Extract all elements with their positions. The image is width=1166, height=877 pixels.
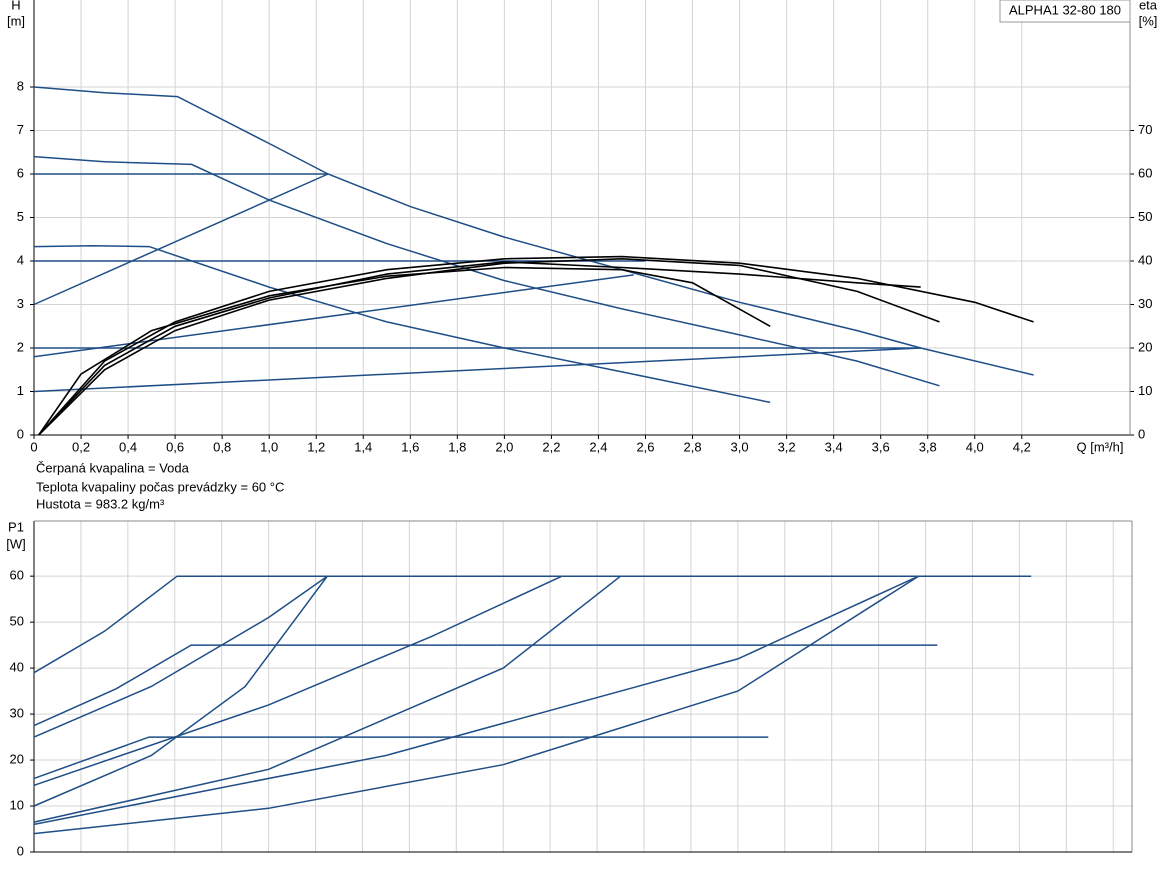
x-tick-label: 4,0 xyxy=(966,439,984,454)
y-tick-label: 30 xyxy=(10,706,24,721)
y-tick-label: 2 xyxy=(17,339,24,354)
title-box xyxy=(999,0,1131,23)
y2-tick-label: 40 xyxy=(1138,252,1152,267)
x-tick-label: 2,6 xyxy=(636,439,654,454)
y-tick-label: 4 xyxy=(17,252,24,267)
y2-tick-label: 0 xyxy=(1138,426,1145,441)
curve xyxy=(33,575,1032,674)
curve xyxy=(33,575,919,835)
annotation: Hustota = 983.2 kg/m³ xyxy=(36,496,165,511)
y-tick-label: 5 xyxy=(17,209,24,224)
y-tick-label: 6 xyxy=(17,165,24,180)
y-tick-label: 40 xyxy=(10,660,24,675)
y2-tick-label: 70 xyxy=(1138,122,1152,137)
curve xyxy=(33,575,328,807)
y-tick-label: 20 xyxy=(10,751,24,766)
x-tick-label: 3,0 xyxy=(731,439,749,454)
curve xyxy=(33,245,771,404)
y-tick-label: 60 xyxy=(10,568,24,583)
x-tick-label: 0,2 xyxy=(72,439,90,454)
annotation: Teplota kvapaliny počas prevádzky = 60 °… xyxy=(36,479,284,494)
y2-tick-label: 60 xyxy=(1138,165,1152,180)
x-tick-label: 1,4 xyxy=(354,439,372,454)
y-tick-label: 8 xyxy=(17,78,24,93)
chart-title: ALPHA1 32-80 180 xyxy=(1009,2,1121,17)
y-label: H xyxy=(11,0,20,12)
curve xyxy=(33,736,769,780)
y-unit: [m] xyxy=(7,13,25,28)
y-tick-label: 10 xyxy=(10,797,24,812)
x-tick-label: 0,6 xyxy=(166,439,184,454)
x-tick-label: 3,6 xyxy=(872,439,890,454)
y-tick-label: 3 xyxy=(17,296,24,311)
x-tick-label: 2,2 xyxy=(542,439,560,454)
y-unit: [W] xyxy=(6,536,26,551)
curve xyxy=(33,575,563,787)
y-tick-label: 1 xyxy=(17,383,24,398)
curve xyxy=(33,644,938,727)
x-tick-label: 0 xyxy=(30,439,37,454)
y-tick-label: 0 xyxy=(17,843,24,858)
curve xyxy=(33,575,919,826)
x-tick-label: 3,4 xyxy=(825,439,843,454)
curve xyxy=(33,86,1034,376)
x-tick-label: 3,2 xyxy=(778,439,796,454)
x-tick-label: 0,4 xyxy=(119,439,137,454)
curve xyxy=(38,257,940,436)
y2-tick-label: 20 xyxy=(1138,339,1152,354)
y-tick-label: 0 xyxy=(17,426,24,441)
y2-tick-label: 10 xyxy=(1138,383,1152,398)
x-tick-label: 0,8 xyxy=(213,439,231,454)
curve xyxy=(33,575,621,823)
y2-label: eta xyxy=(1139,0,1158,12)
curve xyxy=(33,347,921,393)
curve xyxy=(33,173,329,306)
x-tick-label: 3,8 xyxy=(919,439,937,454)
y2-unit: [%] xyxy=(1139,13,1158,28)
y-tick-label: 50 xyxy=(10,614,24,629)
x-tick-label: 4,2 xyxy=(1013,439,1031,454)
x-tick-label: 1,8 xyxy=(448,439,466,454)
y-tick-label: 7 xyxy=(17,122,24,137)
y2-tick-label: 30 xyxy=(1138,296,1152,311)
x-tick-label: 1,2 xyxy=(307,439,325,454)
x-tick-label: 1,0 xyxy=(260,439,278,454)
y-label: P1 xyxy=(8,519,24,534)
y2-tick-label: 50 xyxy=(1138,209,1152,224)
annotation: Čerpaná kvapalina = Voda xyxy=(36,460,190,475)
x-tick-label: 2,4 xyxy=(589,439,607,454)
x-tick-label: 2,8 xyxy=(684,439,702,454)
curve xyxy=(33,274,634,358)
curve xyxy=(38,266,771,436)
x-label: Q [m³/h] xyxy=(1077,439,1124,454)
curve xyxy=(38,255,1034,436)
curve xyxy=(38,261,921,436)
curve xyxy=(33,575,328,738)
x-tick-label: 1,6 xyxy=(401,439,419,454)
x-tick-label: 2,0 xyxy=(495,439,513,454)
